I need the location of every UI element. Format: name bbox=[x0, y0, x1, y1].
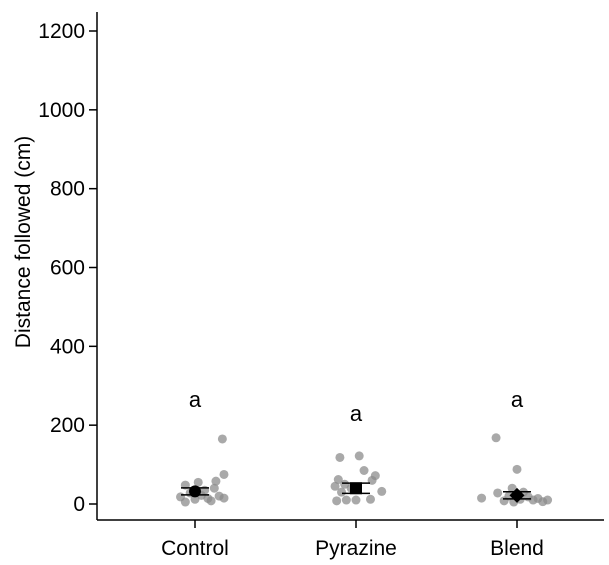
y-tick-label: 800 bbox=[50, 178, 85, 201]
data-point bbox=[340, 479, 350, 489]
data-point bbox=[206, 496, 216, 506]
x-tick-label: Blend bbox=[490, 537, 544, 560]
data-point bbox=[200, 485, 210, 495]
data-point bbox=[333, 475, 343, 485]
y-tick-label: 200 bbox=[50, 414, 85, 437]
y-tick-label: 1200 bbox=[38, 20, 85, 43]
data-point bbox=[335, 452, 345, 462]
data-point bbox=[193, 477, 203, 487]
mean-markers bbox=[181, 482, 531, 503]
data-point bbox=[219, 469, 229, 479]
y-tick-label: 600 bbox=[50, 257, 85, 280]
data-point bbox=[337, 487, 347, 497]
plot-frame bbox=[96, 12, 604, 521]
data-point bbox=[370, 471, 380, 481]
y-axis: 0 200 400 600 800 1000 1200 bbox=[38, 20, 97, 516]
x-tick-label: Pyrazine bbox=[315, 537, 397, 560]
data-point bbox=[330, 481, 340, 491]
x-tick-label: Control bbox=[161, 537, 229, 560]
data-point bbox=[493, 488, 503, 498]
data-point bbox=[219, 493, 229, 503]
significance-letter: a bbox=[189, 387, 202, 412]
significance-letters: aaa bbox=[189, 387, 524, 426]
y-tick-label: 1000 bbox=[38, 99, 85, 122]
mean-marker-square bbox=[350, 482, 362, 495]
data-point bbox=[351, 495, 361, 505]
data-points bbox=[176, 433, 553, 507]
data-point bbox=[477, 493, 487, 503]
data-point bbox=[332, 496, 342, 506]
significance-letter: a bbox=[350, 401, 363, 426]
x-axis: Control Pyrazine Blend bbox=[161, 520, 544, 560]
data-point bbox=[377, 486, 387, 496]
data-point bbox=[512, 464, 522, 474]
data-point bbox=[365, 494, 375, 504]
data-point bbox=[211, 476, 221, 486]
data-point bbox=[543, 495, 553, 505]
data-point bbox=[491, 433, 501, 443]
y-axis-title: Distance followed (cm) bbox=[12, 136, 35, 348]
significance-letter: a bbox=[511, 387, 524, 412]
data-point bbox=[217, 434, 227, 444]
data-point bbox=[341, 495, 351, 505]
data-point bbox=[180, 497, 190, 507]
data-point bbox=[209, 483, 219, 493]
y-tick-label: 400 bbox=[50, 335, 85, 358]
data-point bbox=[359, 465, 369, 475]
data-point bbox=[190, 494, 200, 504]
mean-marker-circle bbox=[189, 485, 201, 498]
mean-marker-diamond bbox=[509, 487, 525, 503]
data-point bbox=[354, 451, 364, 461]
y-tick-label: 0 bbox=[73, 493, 85, 516]
